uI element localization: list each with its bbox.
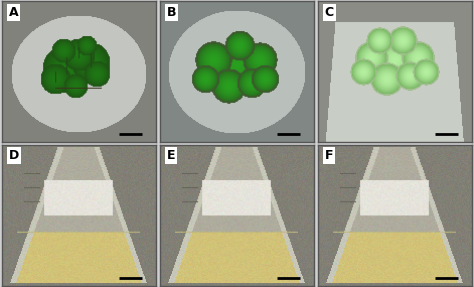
Text: A: A (9, 6, 18, 19)
Text: F: F (325, 149, 333, 162)
Text: D: D (9, 149, 19, 162)
Text: B: B (166, 6, 176, 19)
Text: C: C (325, 6, 334, 19)
Text: E: E (166, 149, 175, 162)
